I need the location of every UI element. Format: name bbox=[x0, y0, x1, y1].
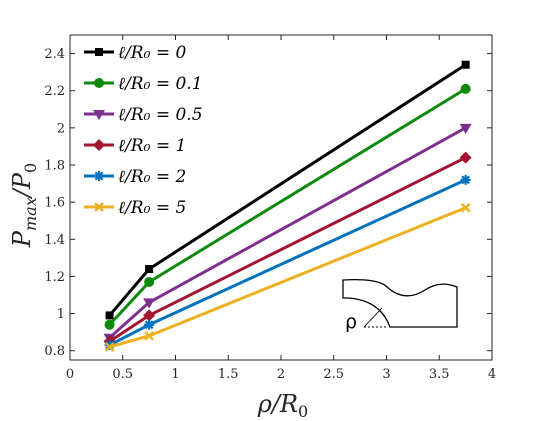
x-tick-label: 4 bbox=[488, 367, 496, 382]
data-point bbox=[461, 60, 470, 69]
legend-swatch-marker bbox=[94, 171, 104, 181]
y-tick-label: 1.4 bbox=[44, 233, 65, 248]
y-tick-label: 0.8 bbox=[44, 344, 65, 359]
legend-item: ℓ/R₀ = 0.1 bbox=[84, 74, 203, 94]
x-tick-label: 3 bbox=[382, 367, 390, 382]
y-tick-label: 1.2 bbox=[44, 270, 65, 285]
legend-swatch-marker bbox=[94, 78, 104, 88]
data-point bbox=[143, 298, 156, 309]
series-1 bbox=[104, 83, 471, 330]
y-axis-label: Pmax/P0 bbox=[8, 163, 40, 248]
legend-item: ℓ/R₀ = 2 bbox=[84, 167, 186, 187]
legend-item: ℓ/R₀ = 0.5 bbox=[84, 105, 203, 125]
data-point bbox=[460, 202, 471, 213]
y-tick-label: 2 bbox=[57, 121, 65, 136]
legend-item: ℓ/R₀ = 5 bbox=[84, 198, 186, 218]
data-point bbox=[144, 319, 155, 330]
legend-label: ℓ/R₀ = 5 bbox=[118, 198, 186, 218]
series-line bbox=[108, 126, 467, 339]
series-line bbox=[108, 63, 467, 317]
legend-swatch-marker bbox=[93, 110, 105, 120]
x-tick-label: 2 bbox=[277, 367, 285, 382]
x-tick-label: 1.5 bbox=[218, 367, 239, 382]
legend-item: ℓ/R₀ = 1 bbox=[84, 136, 186, 156]
series-5 bbox=[104, 202, 471, 352]
y-tick-label: 1.6 bbox=[44, 196, 65, 211]
x-tick-label: 1 bbox=[171, 367, 179, 382]
y-axis-ticks: 0.8 1 1.2 1.4 1.6 1.8 2 2.2 2.4 bbox=[44, 47, 492, 359]
data-point bbox=[105, 311, 114, 320]
data-point bbox=[104, 342, 115, 352]
data-point bbox=[144, 277, 155, 287]
y-tick-label: 2.2 bbox=[44, 84, 65, 99]
series-2 bbox=[103, 123, 472, 344]
data-point bbox=[459, 151, 472, 164]
x-tick-label: 3.5 bbox=[429, 367, 450, 382]
data-point bbox=[460, 174, 471, 185]
notch-schematic bbox=[342, 279, 458, 328]
y-tick-label: 1.8 bbox=[44, 159, 65, 174]
data-point bbox=[459, 123, 472, 134]
series-line bbox=[109, 206, 467, 349]
data-point bbox=[104, 340, 115, 351]
legend-item: ℓ/R₀ = 0 bbox=[84, 43, 186, 63]
legend-label: ℓ/R₀ = 0 bbox=[118, 43, 186, 63]
legend-label: ℓ/R₀ = 1 bbox=[118, 136, 186, 156]
x-tick-label: 0 bbox=[66, 367, 74, 382]
series-layer bbox=[103, 60, 472, 352]
data-point bbox=[143, 309, 156, 322]
x-axis-ticks: 0 0.5 1 1.5 2 2.5 3 3.5 4 bbox=[66, 35, 496, 382]
series-4 bbox=[104, 174, 471, 351]
x-axis-label: ρ/R0 bbox=[257, 390, 308, 421]
data-point bbox=[144, 331, 154, 341]
inset-rho-label: ρ bbox=[345, 311, 357, 333]
legend: ℓ/R₀ = 0 ℓ/R₀ = 0.1 ℓ/R₀ = 0.5 ℓ/R₀ = 1 ℓ/R₀… bbox=[84, 43, 203, 218]
legend-swatch-marker bbox=[94, 202, 104, 212]
legend-label: ℓ/R₀ = 0.1 bbox=[118, 74, 203, 94]
legend-label: ℓ/R₀ = 0.5 bbox=[118, 105, 203, 125]
series-0 bbox=[105, 60, 470, 320]
legend-swatch-marker bbox=[93, 139, 105, 151]
y-tick-label: 1 bbox=[57, 307, 65, 322]
x-tick-label: 2.5 bbox=[323, 367, 344, 382]
data-point bbox=[104, 319, 115, 330]
y-tick-label: 2.4 bbox=[44, 47, 65, 62]
data-point bbox=[145, 265, 154, 273]
data-point bbox=[460, 83, 471, 94]
legend-label: ℓ/R₀ = 2 bbox=[118, 167, 186, 187]
x-tick-label: 0.5 bbox=[112, 367, 133, 382]
legend-swatch-marker bbox=[95, 48, 103, 56]
